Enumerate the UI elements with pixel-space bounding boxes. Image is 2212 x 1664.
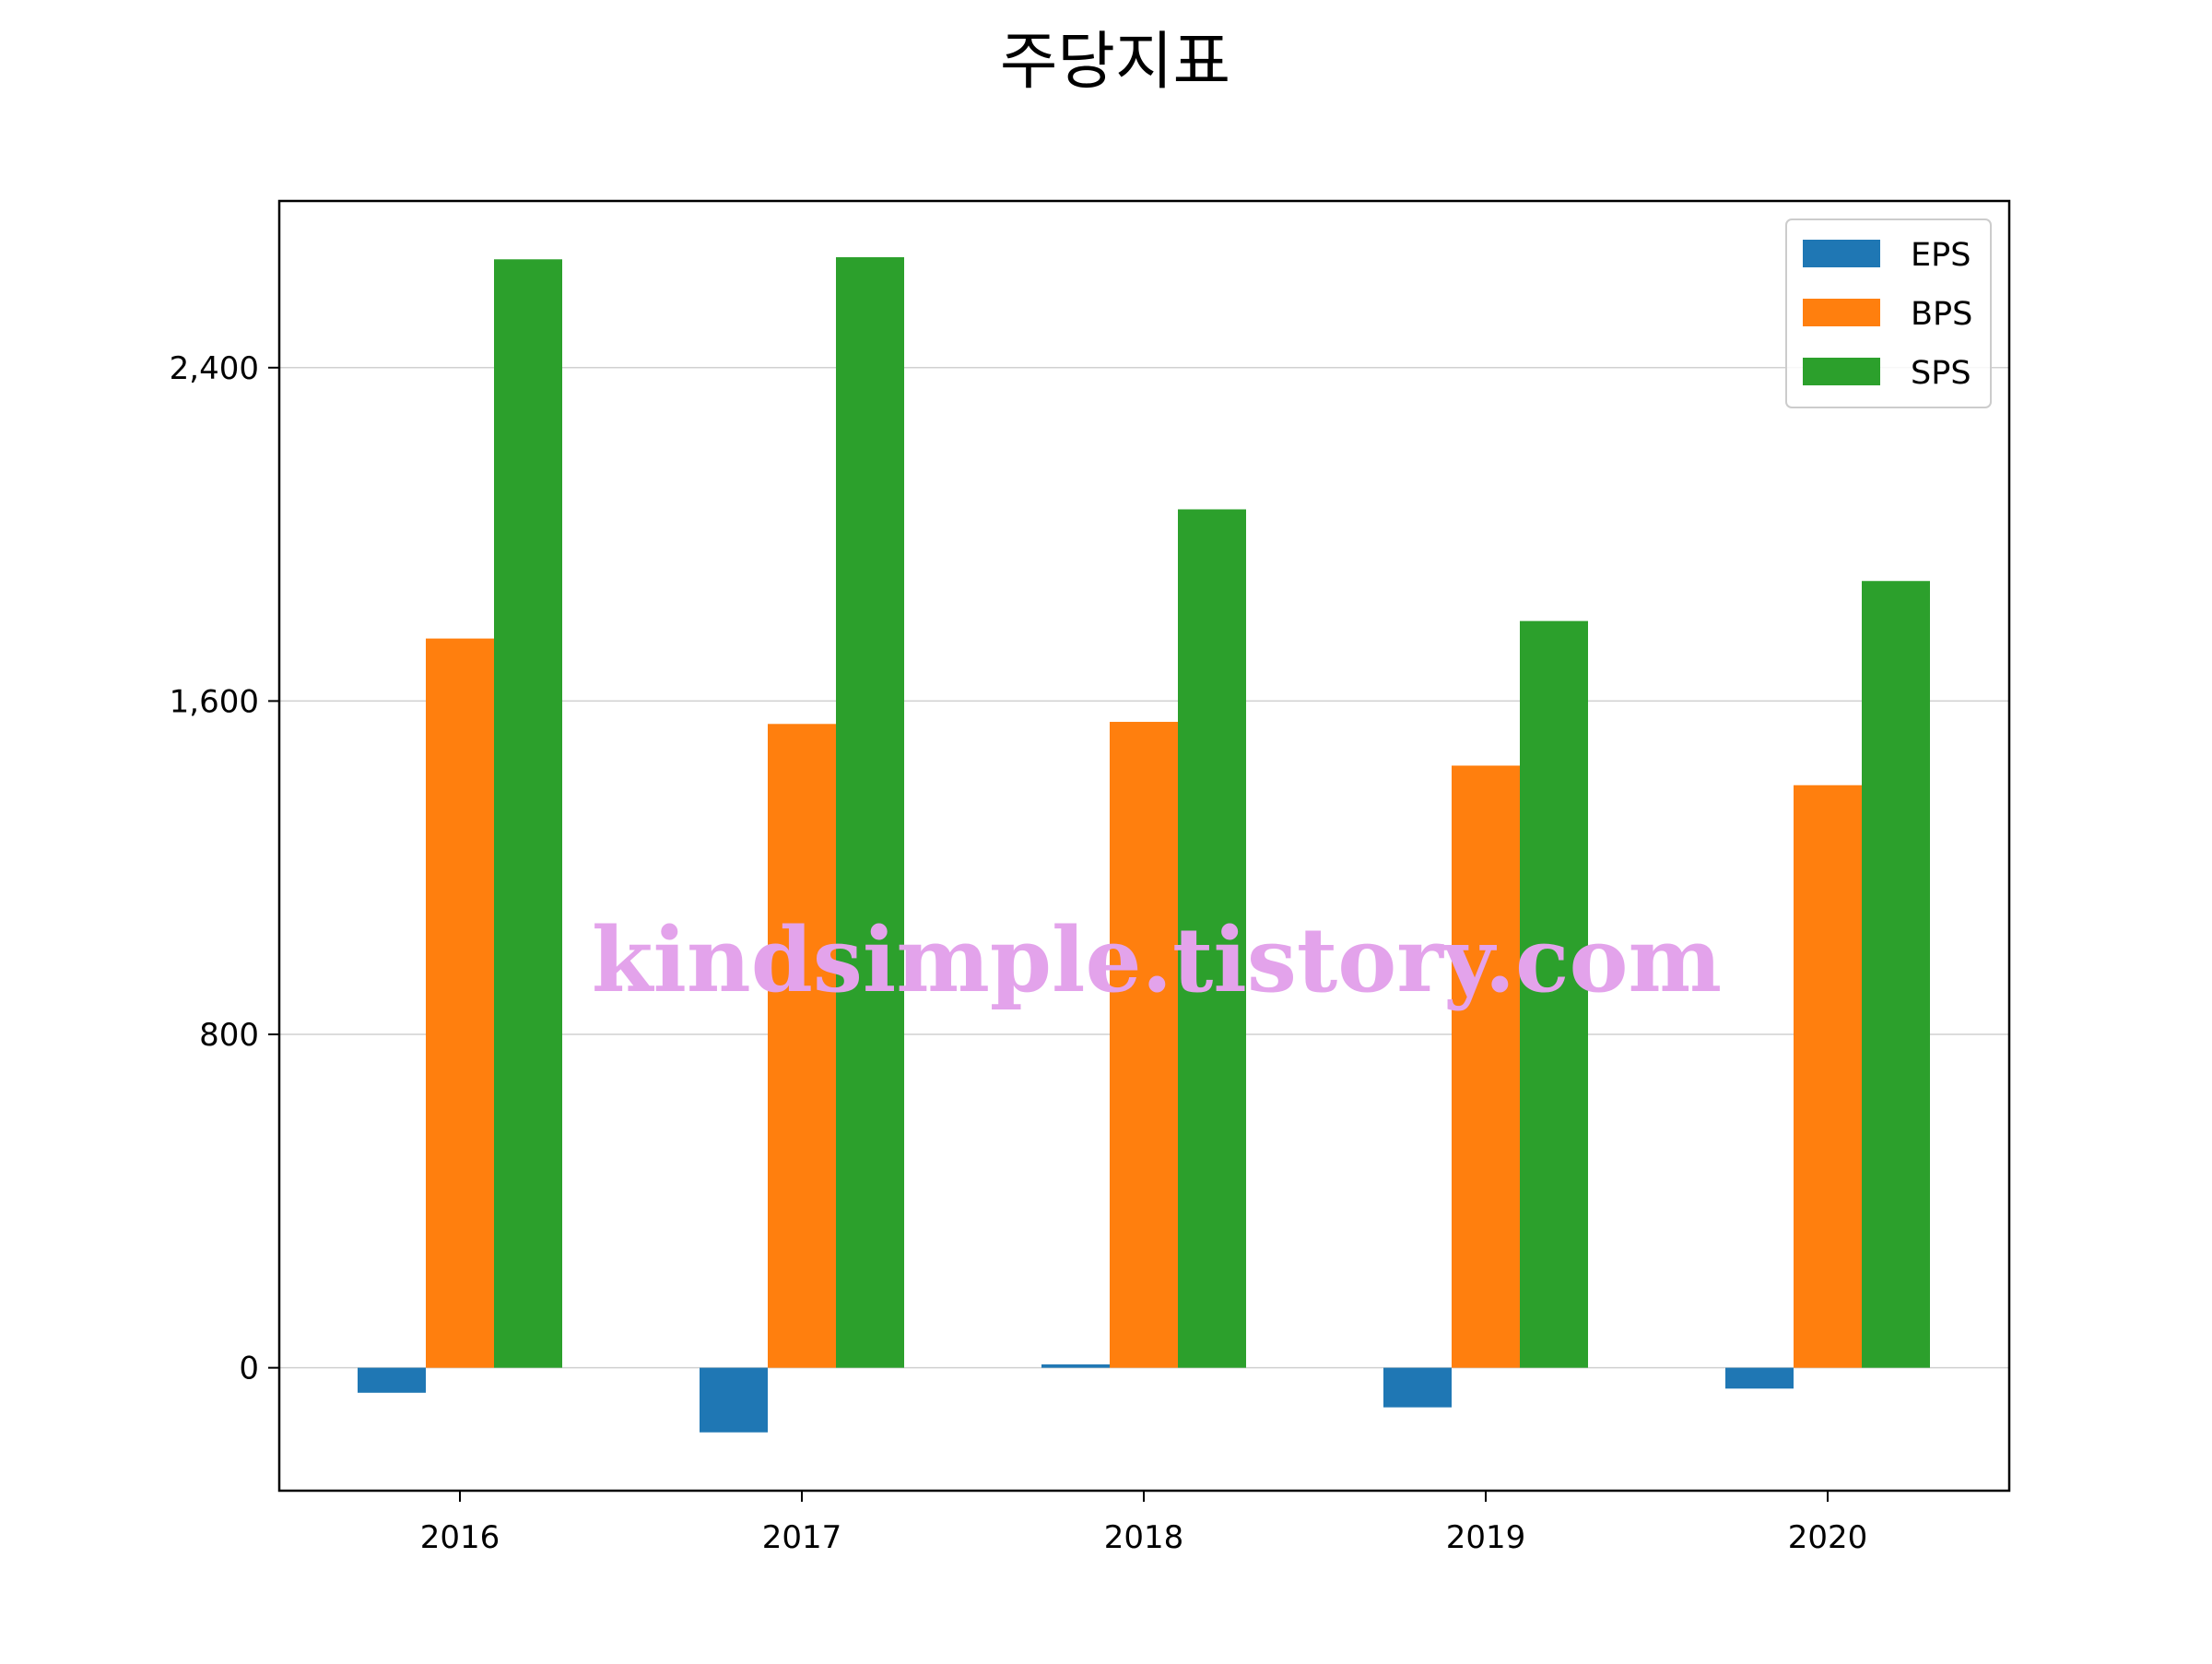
- bar-sps-2018: [1178, 509, 1246, 1368]
- bar-bps-2016: [426, 638, 494, 1368]
- bar-eps-2019: [1383, 1367, 1452, 1408]
- bar-bps-2019: [1452, 765, 1520, 1368]
- bar-bps-2017: [768, 724, 836, 1368]
- y-tick-label: 800: [199, 1017, 259, 1054]
- x-axis: 2016 2017 2018 2019 2020: [420, 1491, 1868, 1556]
- bar-sps-2016: [494, 259, 562, 1368]
- x-tick-label: 2020: [1788, 1519, 1868, 1556]
- bars: [358, 257, 1930, 1433]
- bar-eps-2017: [700, 1367, 768, 1433]
- chart-title: 주당지표: [1000, 26, 1230, 99]
- bar-sps-2020: [1862, 581, 1930, 1368]
- y-tick-label: 1,600: [170, 683, 259, 720]
- bar-eps-2020: [1725, 1367, 1794, 1389]
- legend-label-sps: SPS: [1911, 355, 1971, 392]
- bar-bps-2020: [1794, 785, 1862, 1368]
- legend-swatch-sps: [1803, 358, 1880, 385]
- x-tick-label: 2018: [1104, 1519, 1184, 1556]
- bar-eps-2016: [358, 1367, 426, 1393]
- x-tick-label: 2019: [1446, 1519, 1526, 1556]
- y-tick-label: 0: [239, 1351, 259, 1387]
- bar-eps-2018: [1041, 1364, 1110, 1368]
- y-tick-label: 2,400: [170, 350, 259, 387]
- legend: EPS BPS SPS: [1785, 218, 1992, 408]
- bar-sps-2017: [836, 257, 904, 1368]
- watermark-text: kindsimple.tistory.com: [592, 908, 1722, 1012]
- legend-swatch-eps: [1803, 240, 1880, 267]
- x-tick-label: 2017: [762, 1519, 842, 1556]
- x-tick-label: 2016: [420, 1519, 500, 1556]
- bar-sps-2019: [1520, 620, 1588, 1368]
- legend-label-eps: EPS: [1911, 237, 1971, 274]
- bar-bps-2018: [1110, 722, 1178, 1368]
- y-axis: 0 800 1,600 2,400: [170, 350, 279, 1387]
- legend-label-bps: BPS: [1911, 296, 1972, 333]
- legend-swatch-bps: [1803, 299, 1880, 326]
